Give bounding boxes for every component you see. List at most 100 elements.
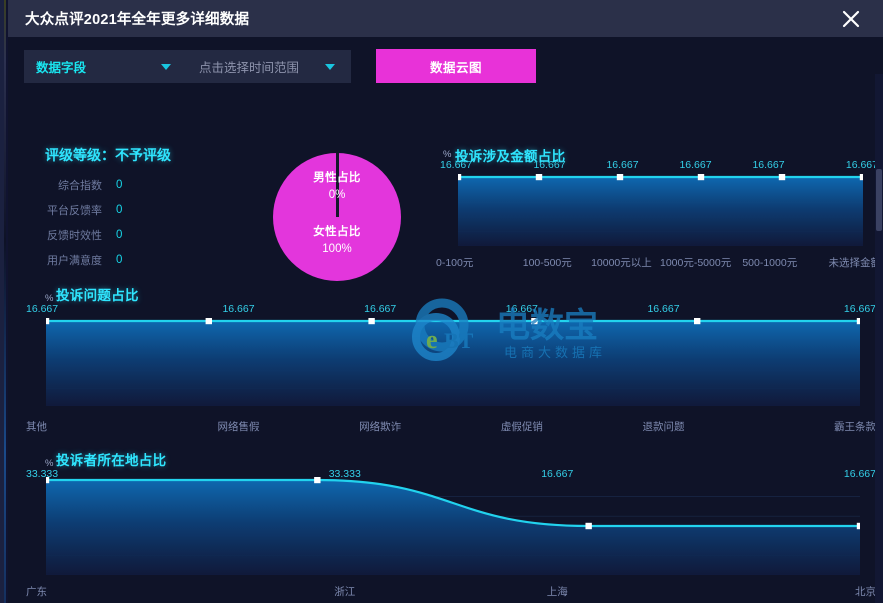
metric-label: 综合指数 <box>58 180 102 192</box>
chart-point-marker <box>694 317 701 325</box>
chart-ylabel-problem: % <box>45 293 54 304</box>
chart-x-label: 未选择金额 <box>828 257 882 269</box>
chart-title-region: 投诉者所在地占比 <box>56 453 167 468</box>
pie-female-label: 女性占比 <box>313 226 361 238</box>
data-field-select[interactable]: 数据字段 <box>24 50 187 83</box>
chart-x-label: 虚假促销 <box>500 421 543 433</box>
chart-svg <box>454 173 867 247</box>
chart-x-label: 广东 <box>26 586 47 598</box>
chart-ylabel-amount: % <box>443 149 452 160</box>
chart-xlabels-problem: 其他 网络售假 网络欺诈 虚假促销 退款问题 霸王条款 <box>26 419 876 434</box>
chart-point-marker <box>368 317 375 325</box>
chart-x-label: 500-1000元 <box>742 257 798 269</box>
chart-data-label: 16.667 <box>843 468 876 480</box>
chart-x-label: 网络欺诈 <box>359 421 402 433</box>
chart-xlabels-amount: 0-100元 100-500元 10000元以上 1000元-5000元 500-100… <box>436 255 881 270</box>
chart-data-label: 16.667 <box>440 159 473 171</box>
chart-point-marker <box>585 522 592 530</box>
chart-data-label: 16.667 <box>606 159 639 171</box>
chart-svg <box>42 476 864 576</box>
time-range-select[interactable]: 点击选择时间范围 <box>187 50 351 83</box>
chart-xlabels-region: 广东 浙江 上海 北京 <box>26 584 876 599</box>
chart-x-label: 0-100元 <box>436 257 474 269</box>
chart-data-label: 16.667 <box>505 303 538 315</box>
close-icon[interactable] <box>833 3 869 35</box>
chart-line <box>46 478 860 528</box>
chart-area <box>458 177 863 246</box>
chart-x-label: 北京 <box>855 586 876 598</box>
data-cloud-button[interactable]: 数据云图 <box>376 49 536 83</box>
chart-data-label: 16.667 <box>364 303 397 315</box>
pie-male-label: 男性占比 <box>313 172 361 184</box>
pie-female-value: 100% <box>322 243 352 255</box>
pie-slice-male <box>336 153 339 217</box>
chart-x-label: 退款问题 <box>642 421 685 433</box>
title-bar: 大众点评2021年全年更多详细数据 <box>8 0 883 37</box>
metric-label: 用户满意度 <box>47 255 102 267</box>
metric-value: 0 <box>116 204 123 216</box>
window-body: 数据字段 点击选择时间范围 数据云图 评级等级：不予评级 综合指数 0 平台反馈… <box>8 37 883 603</box>
chart-point-marker <box>616 173 624 181</box>
metric-label: 反馈时效性 <box>47 230 102 242</box>
filter-select-group: 数据字段 点击选择时间范围 <box>24 49 351 83</box>
chart-data-label: 16.667 <box>843 303 877 315</box>
chart-point-marker <box>314 476 321 484</box>
chart-data-label: 16.667 <box>647 303 680 315</box>
chart-point-marker <box>531 317 538 325</box>
chart-point-marker <box>856 522 864 530</box>
chart-data-label: 16.667 <box>845 159 878 171</box>
gender-pie-chart: 男性占比 0% 女性占比 100% <box>273 153 401 281</box>
chart-svg <box>42 317 864 407</box>
metric-value: 0 <box>116 254 123 266</box>
chevron-down-icon <box>325 64 335 70</box>
chart-x-label: 1000元-5000元 <box>659 257 732 269</box>
metric-value: 0 <box>116 179 123 191</box>
metric-value: 0 <box>116 229 123 241</box>
metric-label: 平台反馈率 <box>47 205 102 217</box>
chart-data-label: 16.667 <box>752 159 785 171</box>
chart-point-marker <box>697 173 705 181</box>
chart-x-label: 其他 <box>26 421 47 433</box>
chart-x-label: 上海 <box>546 586 568 598</box>
vertical-scrollbar[interactable] <box>875 74 883 603</box>
chart-data-label: 16.667 <box>541 468 574 480</box>
chart-data-label: 16.667 <box>533 159 566 171</box>
chart-ylabel-region: % <box>45 458 54 469</box>
scrollbar-thumb[interactable] <box>876 169 882 231</box>
chart-title-amount: 投诉涉及金额占比 <box>455 149 566 164</box>
chart-area <box>46 480 860 575</box>
toolbar: 数据字段 点击选择时间范围 数据云图 <box>24 49 536 83</box>
chevron-down-icon <box>161 64 171 70</box>
chart-x-label: 网络售假 <box>217 421 260 433</box>
chart-point-marker <box>778 173 786 181</box>
chart-data-label: 16.667 <box>679 159 712 171</box>
chart-point-marker <box>42 476 50 484</box>
chart-datalabels-region: 33.333 33.333 16.667 16.667 <box>26 468 876 480</box>
chart-plot-region <box>42 476 864 576</box>
chart-title-problem: 投诉问题占比 <box>56 288 139 303</box>
metric-row: 综合指数 0 <box>30 176 160 194</box>
chart-data-label: 33.333 <box>328 468 361 480</box>
chart-point-marker <box>205 317 212 325</box>
chart-area <box>46 321 860 406</box>
rating-title: 评级等级：不予评级 <box>45 147 171 163</box>
chart-point-marker <box>859 173 867 181</box>
chart-point-marker <box>856 317 864 325</box>
chart-data-label: 16.667 <box>26 303 59 315</box>
chart-plot-amount <box>454 173 867 247</box>
metric-row: 用户满意度 0 <box>30 251 160 269</box>
chart-x-label: 10000元以上 <box>591 257 652 269</box>
chart-point-marker <box>42 317 50 325</box>
window-title: 大众点评2021年全年更多详细数据 <box>25 12 250 28</box>
chart-data-label: 16.667 <box>222 303 255 315</box>
chart-plot-problem <box>42 317 864 407</box>
chart-data-label: 33.333 <box>26 468 59 480</box>
chart-datalabels-problem: 16.667 16.667 16.667 16.667 16.667 16.667 <box>26 303 876 315</box>
metric-row: 平台反馈率 0 <box>30 201 160 219</box>
pie-male-value: 0% <box>328 189 346 201</box>
time-range-select-placeholder: 点击选择时间范围 <box>199 60 300 75</box>
metric-row: 反馈时效性 0 <box>30 226 160 244</box>
chart-datalabels-amount: 16.667 16.667 16.667 16.667 16.667 16.667 <box>440 159 878 171</box>
chart-point-marker <box>454 173 462 181</box>
